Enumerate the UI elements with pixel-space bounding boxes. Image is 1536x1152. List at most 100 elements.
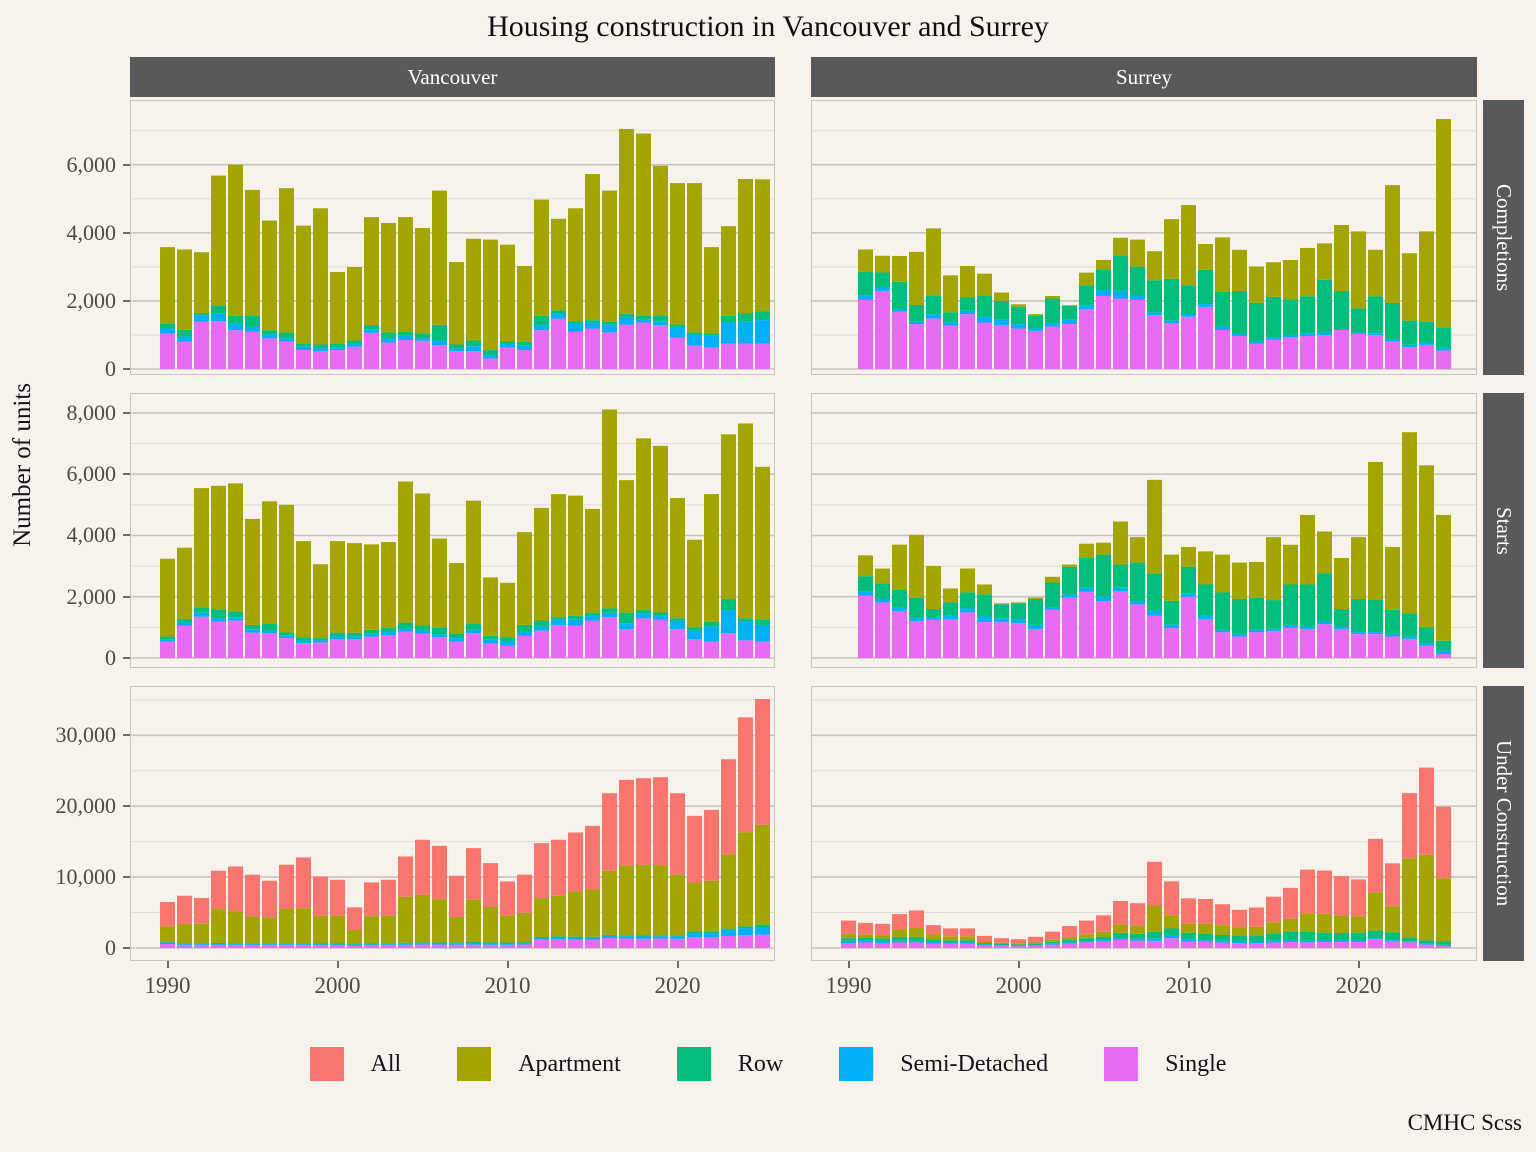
x-tick-label: 2010 — [484, 973, 531, 998]
bar-segment — [551, 318, 566, 369]
bar-segment — [177, 895, 192, 925]
bar-segment — [1130, 925, 1145, 934]
bar-segment — [1232, 636, 1247, 658]
bars-surrey-under-construction — [841, 767, 1451, 948]
bar-segment — [1300, 869, 1315, 914]
bar-segment — [619, 779, 634, 866]
bar-segment — [858, 934, 873, 938]
bar-segment — [1164, 323, 1179, 369]
bar-segment — [602, 934, 617, 936]
bar-segment — [653, 777, 668, 866]
bar-segment — [1079, 285, 1094, 306]
y-tick-label: 6,000 — [66, 461, 117, 487]
bar-segment — [1232, 935, 1247, 942]
bar-segment — [551, 218, 566, 311]
bar-segment — [1045, 939, 1060, 942]
bar-segment — [381, 222, 396, 333]
bar-segment — [1266, 537, 1281, 601]
bar-segment — [1181, 316, 1196, 369]
bar-segment — [1045, 607, 1060, 610]
bar-segment — [1283, 584, 1298, 625]
bar-segment — [1317, 531, 1332, 574]
bar-segment — [704, 247, 719, 334]
bar-segment — [415, 942, 430, 944]
bar-segment — [1368, 634, 1383, 658]
bar-segment — [364, 629, 379, 634]
bar-segment — [313, 943, 328, 945]
bar-segment — [1045, 576, 1060, 583]
bar-segment — [228, 611, 243, 618]
bar-segment — [1215, 237, 1230, 292]
bar-segment — [738, 178, 753, 314]
bar-segment — [517, 532, 532, 625]
bar-segment — [1317, 243, 1332, 280]
bar-segment — [909, 940, 924, 943]
bar-segment — [483, 639, 498, 644]
bar-segment — [926, 934, 941, 940]
bar-segment — [194, 616, 209, 658]
legend-swatch-semi-detached — [839, 1047, 874, 1081]
bar-segment — [1096, 269, 1111, 291]
bar-segment — [670, 498, 685, 619]
bar-segment — [296, 346, 311, 351]
bar-segment — [1300, 940, 1315, 943]
bar-segment — [602, 332, 617, 369]
facet-strip-vancouver-label: Vancouver — [407, 64, 498, 89]
bar-segment — [1249, 343, 1264, 369]
bar-segment — [160, 323, 175, 329]
bar-segment — [500, 244, 515, 342]
bar-segment — [687, 345, 702, 369]
bar-segment — [194, 607, 209, 613]
bar-segment — [1096, 290, 1111, 296]
bar-segment — [636, 935, 651, 937]
bar-segment — [670, 337, 685, 369]
bar-segment — [653, 316, 668, 322]
bar-segment — [262, 623, 277, 631]
bar-segment — [1079, 934, 1094, 939]
y-tick-mark — [123, 299, 130, 302]
bar-segment — [1164, 938, 1179, 948]
bar-segment — [1011, 945, 1026, 947]
bar-segment — [228, 866, 243, 912]
bar-segment — [432, 324, 447, 341]
bar-segment — [398, 331, 413, 336]
bar-segment — [211, 175, 226, 306]
bar-segment — [245, 916, 260, 944]
bar-segment — [653, 612, 668, 616]
bar-segment — [551, 617, 566, 620]
bar-segment — [1300, 335, 1315, 369]
bar-segment — [466, 848, 481, 900]
x-tick-mark — [336, 961, 339, 968]
bar-segment — [755, 466, 770, 620]
bar-segment — [1028, 314, 1043, 316]
bar-segment — [347, 543, 362, 633]
bar-segment — [892, 607, 907, 611]
bar-segment — [398, 628, 413, 632]
bar-segment — [551, 310, 566, 314]
bar-segment — [160, 328, 175, 334]
bar-segment — [1062, 305, 1077, 320]
bar-segment — [279, 188, 294, 333]
bar-segment — [1011, 623, 1026, 658]
bar-segment — [1147, 905, 1162, 932]
bar-segment — [687, 882, 702, 932]
bar-segment — [926, 314, 941, 319]
bar-segment — [296, 945, 311, 948]
bar-segment — [228, 943, 243, 945]
bar-segment — [960, 612, 975, 658]
bar-segment — [960, 943, 975, 948]
bar-segment — [211, 943, 226, 945]
bar-segment — [1402, 253, 1417, 321]
bar-segment — [228, 483, 243, 612]
bar-segment — [1045, 582, 1060, 608]
bar-segment — [1300, 628, 1315, 658]
bar-segment — [721, 343, 736, 369]
bar-segment — [568, 937, 583, 940]
bar-segment — [228, 945, 243, 948]
bar-segment — [1317, 334, 1332, 369]
bar-segment — [500, 942, 515, 944]
bar-segment — [619, 936, 634, 939]
bar-segment — [1198, 923, 1213, 934]
bar-segment — [943, 312, 958, 323]
